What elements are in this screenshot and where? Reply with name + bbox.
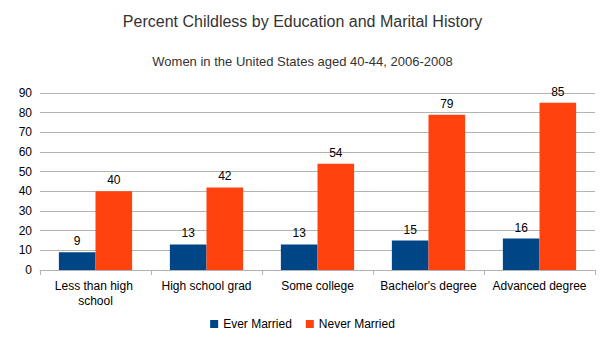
svg-text:High school grad: High school grad — [161, 279, 251, 293]
svg-text:54: 54 — [329, 146, 343, 160]
svg-text:15: 15 — [404, 223, 418, 237]
svg-text:20: 20 — [19, 224, 33, 238]
svg-text:70: 70 — [19, 125, 33, 139]
svg-text:Never Married: Never Married — [319, 317, 395, 331]
svg-text:Some college: Some college — [281, 279, 354, 293]
svg-text:Less than high: Less than high — [55, 279, 136, 293]
svg-text:30: 30 — [19, 204, 33, 218]
svg-text:90: 90 — [19, 86, 33, 100]
svg-text:10: 10 — [19, 243, 33, 257]
svg-text:Advanced degree: Advanced degree — [492, 279, 586, 293]
svg-text:79: 79 — [440, 97, 454, 111]
svg-text:13: 13 — [293, 226, 307, 240]
svg-text:40: 40 — [19, 184, 33, 198]
svg-text:0: 0 — [25, 263, 32, 277]
svg-text:50: 50 — [19, 165, 33, 179]
svg-text:Women in the United States age: Women in the United States aged 40-44, 2… — [152, 54, 452, 69]
svg-text:Percent Childless by Education: Percent Childless by Education and Marit… — [123, 13, 482, 30]
svg-text:Bachelor's degree: Bachelor's degree — [380, 279, 477, 293]
svg-text:42: 42 — [218, 169, 232, 183]
svg-text:85: 85 — [551, 85, 565, 99]
svg-text:school: school — [78, 294, 113, 308]
svg-text:16: 16 — [515, 221, 529, 235]
svg-text:13: 13 — [182, 226, 196, 240]
svg-text:60: 60 — [19, 145, 33, 159]
svg-text:9: 9 — [74, 234, 81, 248]
svg-text:80: 80 — [19, 106, 33, 120]
svg-text:Ever Married: Ever Married — [223, 317, 292, 331]
svg-text:40: 40 — [107, 173, 121, 187]
